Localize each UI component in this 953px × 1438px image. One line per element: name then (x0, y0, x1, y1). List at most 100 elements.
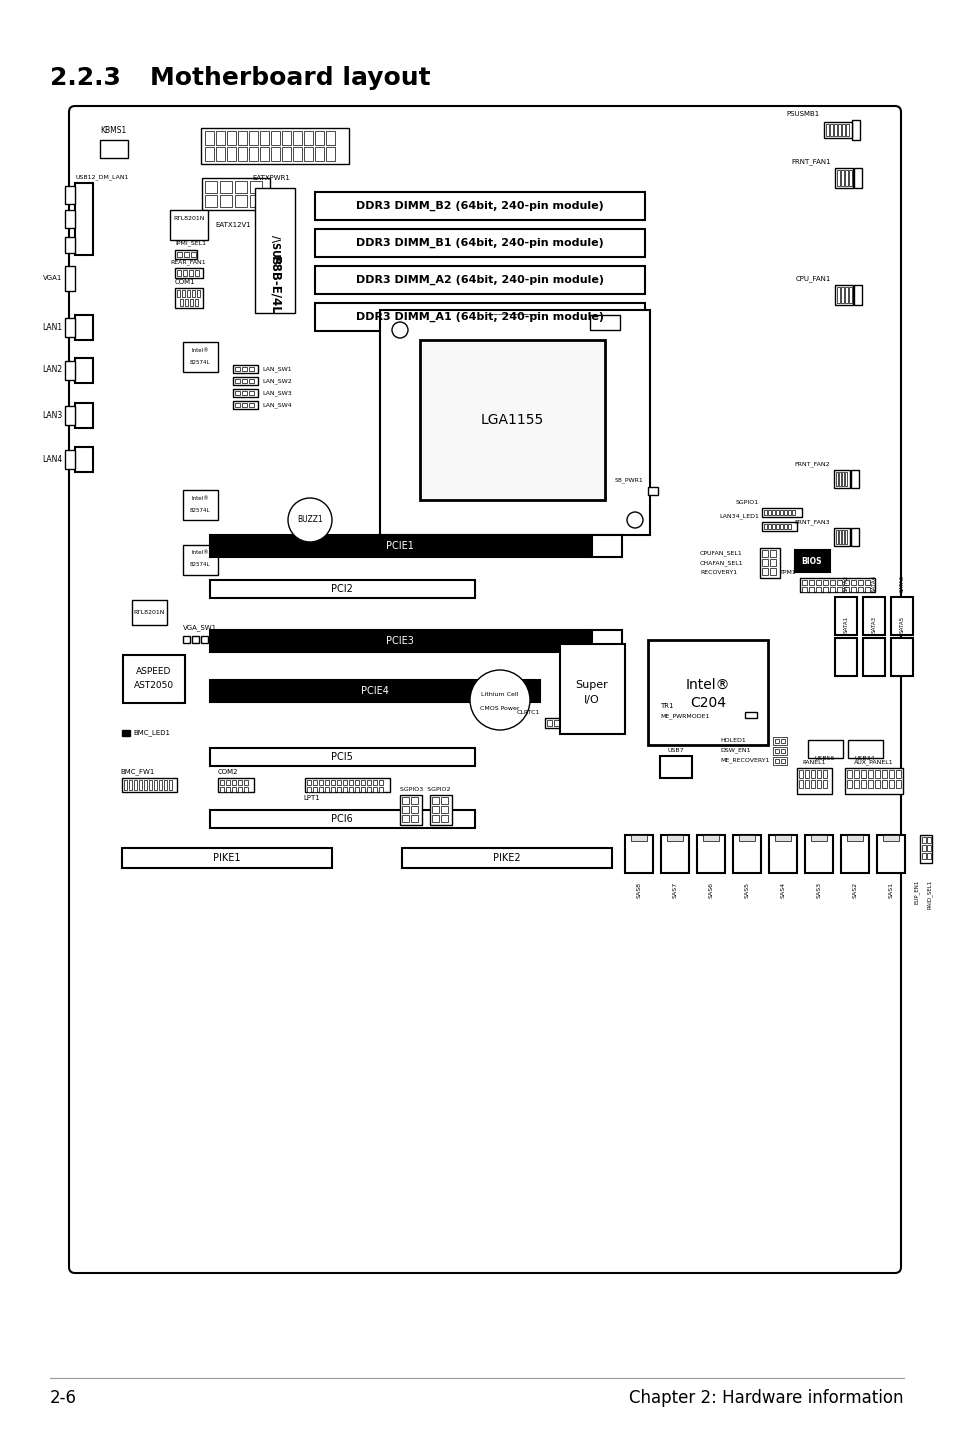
Text: VGA1: VGA1 (43, 275, 62, 280)
Bar (767, 510, 770, 515)
Bar (921, 853, 925, 858)
Bar (65, 186, 75, 204)
Text: RECOVERY1: RECOVERY1 (700, 571, 737, 575)
Text: C204: C204 (689, 696, 725, 710)
Bar (205, 196, 216, 207)
Bar (432, 807, 438, 812)
Bar (835, 472, 837, 486)
Bar (882, 779, 886, 788)
Bar (271, 131, 280, 145)
Bar (411, 807, 417, 812)
Bar (847, 741, 882, 758)
Bar (373, 787, 376, 792)
Bar (833, 124, 836, 137)
Bar (379, 311, 649, 535)
Text: RAID_SEL1: RAID_SEL1 (926, 880, 932, 909)
Bar (305, 778, 390, 792)
Bar (592, 630, 621, 651)
Bar (129, 779, 132, 789)
Bar (843, 587, 848, 592)
Bar (189, 270, 193, 276)
Bar (921, 846, 925, 851)
Bar (237, 147, 247, 161)
Bar (233, 377, 257, 385)
Bar (210, 748, 475, 766)
Text: BMC_LED1: BMC_LED1 (132, 729, 170, 736)
Bar (816, 769, 821, 778)
Bar (205, 131, 213, 145)
Bar (794, 549, 829, 572)
Bar (850, 470, 858, 487)
Bar (237, 131, 247, 145)
Text: LAN34_LED1: LAN34_LED1 (719, 513, 759, 519)
Bar (874, 769, 879, 778)
Bar (800, 578, 874, 592)
Bar (732, 835, 760, 873)
Text: SAS5: SAS5 (743, 881, 749, 897)
Text: IPMI_SEL1: IPMI_SEL1 (174, 240, 206, 246)
Bar (780, 523, 782, 529)
Bar (772, 756, 786, 765)
Text: SAS1: SAS1 (887, 881, 893, 897)
Text: LGA1155: LGA1155 (480, 413, 543, 427)
Bar (559, 644, 624, 733)
Text: SAS4: SAS4 (780, 881, 784, 899)
Text: ME_RECOVERY1: ME_RECOVERY1 (720, 758, 769, 762)
Bar (149, 779, 152, 789)
Bar (769, 549, 775, 557)
Bar (861, 769, 865, 778)
Bar (220, 787, 224, 792)
Text: CPUFAN_SEL1: CPUFAN_SEL1 (700, 551, 742, 557)
Bar (360, 787, 365, 792)
Bar (761, 522, 796, 531)
Bar (234, 403, 240, 407)
Bar (232, 779, 235, 785)
Bar (169, 779, 172, 789)
Bar (804, 769, 808, 778)
Text: PCI2: PCI2 (331, 584, 353, 594)
Bar (304, 147, 313, 161)
Bar (853, 779, 858, 788)
Bar (201, 636, 208, 643)
Bar (829, 580, 834, 585)
Bar (318, 787, 323, 792)
Text: SATA4: SATA4 (871, 575, 876, 592)
Bar (833, 528, 849, 546)
Bar (249, 131, 257, 145)
Bar (647, 487, 658, 495)
Bar (850, 528, 858, 546)
Text: SAS8: SAS8 (636, 881, 640, 897)
Bar (373, 779, 376, 785)
Bar (841, 124, 844, 137)
Bar (890, 597, 912, 636)
Bar (844, 531, 846, 544)
Bar (829, 587, 834, 592)
Bar (202, 178, 270, 210)
Bar (774, 759, 779, 764)
Bar (192, 290, 194, 298)
Bar (781, 749, 784, 754)
Text: DDR3 DIMM_B2 (64bit, 240-pin module): DDR3 DIMM_B2 (64bit, 240-pin module) (355, 201, 603, 211)
Text: LAN4: LAN4 (42, 454, 62, 463)
Bar (331, 779, 335, 785)
Bar (799, 769, 802, 778)
Text: KBMS1: KBMS1 (100, 127, 126, 135)
Bar (853, 168, 862, 188)
Bar (174, 250, 196, 259)
Bar (234, 380, 240, 383)
Bar (432, 797, 438, 804)
Bar (834, 168, 852, 188)
Bar (771, 510, 774, 515)
Bar (921, 837, 925, 843)
Bar (75, 183, 92, 255)
Bar (666, 835, 682, 841)
Bar (844, 288, 847, 303)
Bar (187, 290, 190, 298)
Bar (282, 131, 291, 145)
Bar (810, 779, 814, 788)
Bar (250, 181, 262, 193)
Bar (926, 846, 930, 851)
Bar (336, 779, 340, 785)
Bar (196, 290, 200, 298)
Bar (823, 122, 851, 138)
